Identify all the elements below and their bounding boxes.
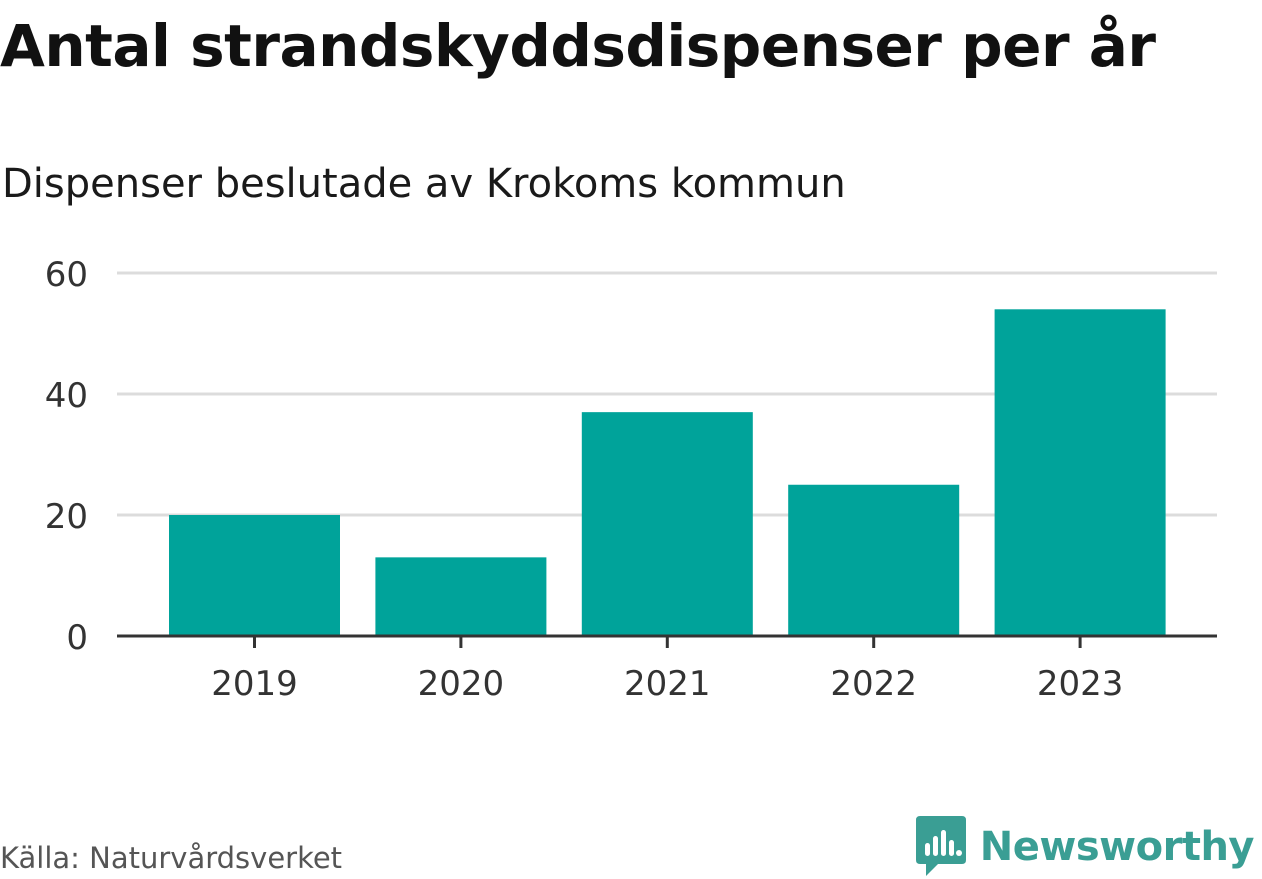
newsworthy-logo-icon [915, 816, 966, 876]
bar [788, 484, 960, 636]
x-tick-label: 2023 [1037, 664, 1124, 704]
x-tick-label: 2021 [624, 664, 711, 704]
bar [581, 412, 753, 636]
chart-title: Antal strandskyddsdispenser per år [0, 12, 1156, 80]
x-tick-label: 2020 [418, 664, 505, 704]
source-note: Källa: Naturvårdsverket [0, 841, 343, 875]
y-tick-label: 0 [66, 618, 88, 658]
x-tick-label: 2019 [211, 664, 298, 704]
y-tick-label: 60 [45, 255, 88, 295]
bar [994, 309, 1166, 636]
x-tick-label: 2022 [830, 664, 917, 704]
y-tick-label: 40 [45, 376, 88, 416]
bar [169, 515, 340, 636]
brand: Newsworthy [915, 816, 1255, 878]
y-tick-label: 20 [45, 497, 88, 537]
bar [375, 557, 547, 636]
brand-name: Newsworthy [979, 824, 1255, 870]
chart-subtitle: Dispenser beslutade av Krokoms kommun [2, 161, 846, 207]
